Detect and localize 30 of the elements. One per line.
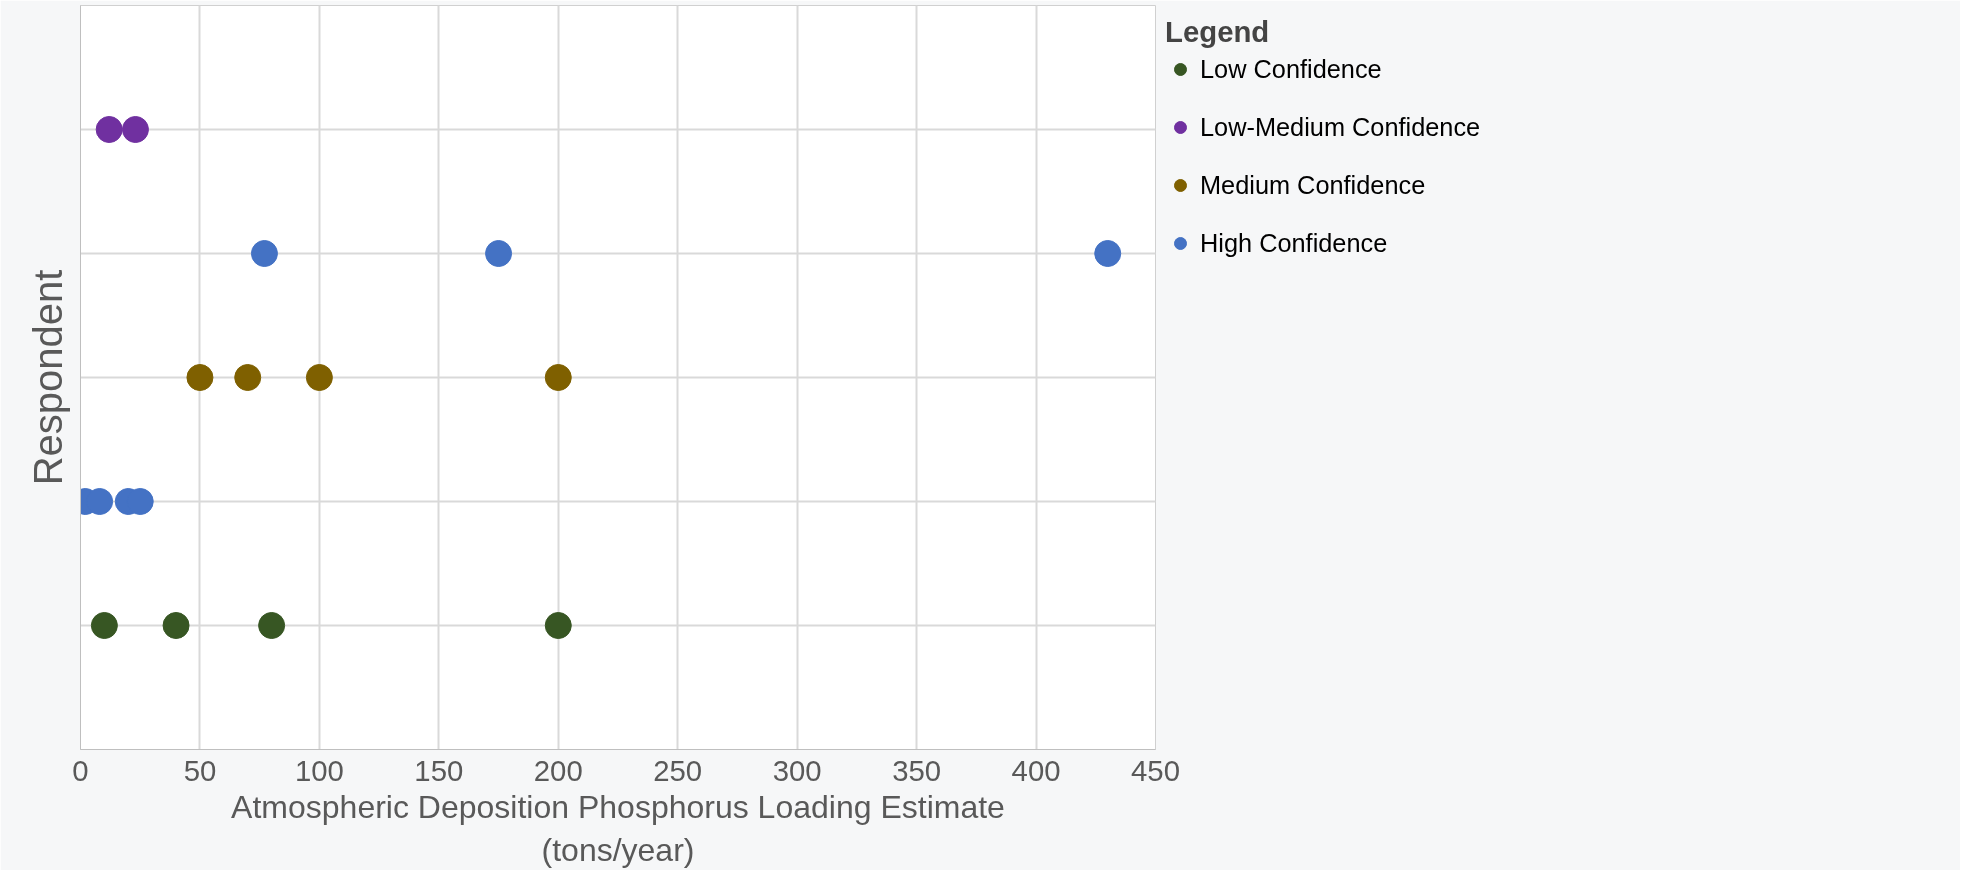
point (305, 364, 333, 391)
y-axis-title: Respondent (25, 269, 70, 486)
legend-title: Legend (1165, 15, 1271, 49)
point (544, 612, 572, 639)
point (90, 612, 118, 639)
x-axis-title: Atmospheric Deposition Phosphorus Loading Estimate (tons/year) (231, 788, 1005, 868)
point (234, 364, 262, 391)
point (258, 612, 286, 639)
x-tick-label: 150 (414, 753, 464, 787)
legend-label: Low-Medium Confidence (1200, 112, 1481, 142)
point (544, 364, 572, 391)
legend-label: Low Confidence (1200, 54, 1382, 84)
x-tick-label: 100 (294, 753, 344, 787)
x-tick-label: 200 (533, 753, 583, 787)
legend-label: High Confidence (1200, 228, 1388, 258)
x-tick-label: 0 (72, 753, 89, 787)
point (485, 240, 513, 267)
point (162, 612, 190, 639)
point (95, 116, 123, 143)
x-tick-label: 250 (653, 753, 703, 787)
point (186, 364, 214, 391)
point (1094, 240, 1122, 267)
x-tick-label: 350 (892, 753, 942, 787)
legend-label: Medium Confidence (1200, 170, 1426, 200)
x-tick-label: 400 (1011, 753, 1061, 787)
x-tick-label: 300 (772, 753, 822, 787)
point (250, 240, 278, 267)
x-tick-label: 50 (183, 753, 217, 787)
x-tick-label: 450 (1131, 753, 1180, 787)
point (121, 116, 149, 143)
